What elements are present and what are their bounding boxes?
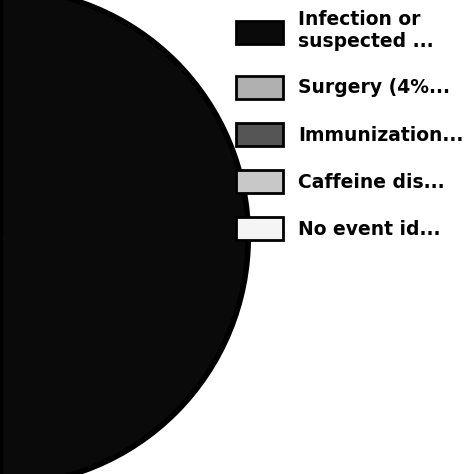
Wedge shape	[0, 0, 248, 474]
Legend: Infection or
suspected ..., Surgery (4%..., Immunization..., Caffeine dis..., No: Infection or suspected ..., Surgery (4%.…	[231, 5, 469, 246]
